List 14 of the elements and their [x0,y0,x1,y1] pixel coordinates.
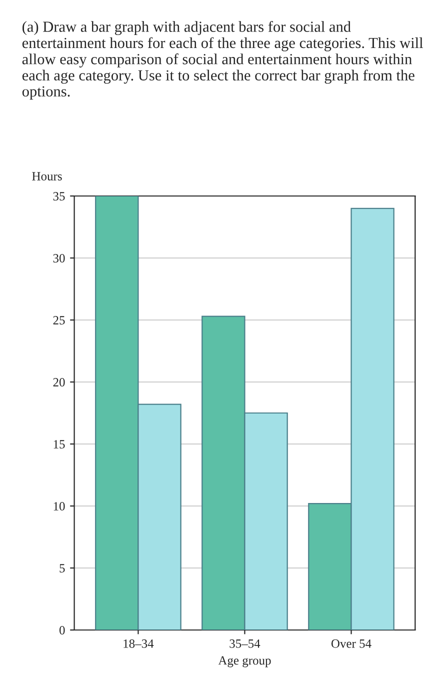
y-tick-label: 35 [53,192,65,200]
y-tick-label: 20 [53,378,65,386]
y-tick-label: 15 [54,440,65,448]
x-tick-label: Over 54 [331,639,372,648]
y-tick-label: 30 [53,254,65,262]
y-axis-title: Hours [32,172,62,180]
x-tick-label: 18–34 [124,639,154,648]
y-tick-label: 5 [60,564,65,572]
x-tick-label: 35–54 [230,639,260,648]
x-axis-title: Age group [218,656,271,668]
chart-title: (a) Draw a bar graph with adjacent bars for social and entertainment hours for each of the three age categories. This will allow easy comparison of social and entertainment hours within each age category. Use it to select the correct bar graph from the options. [22,21,424,100]
y-tick-label: 25 [53,316,65,324]
y-tick-label: 10 [54,502,65,510]
y-tick-label: 0 [59,626,65,634]
